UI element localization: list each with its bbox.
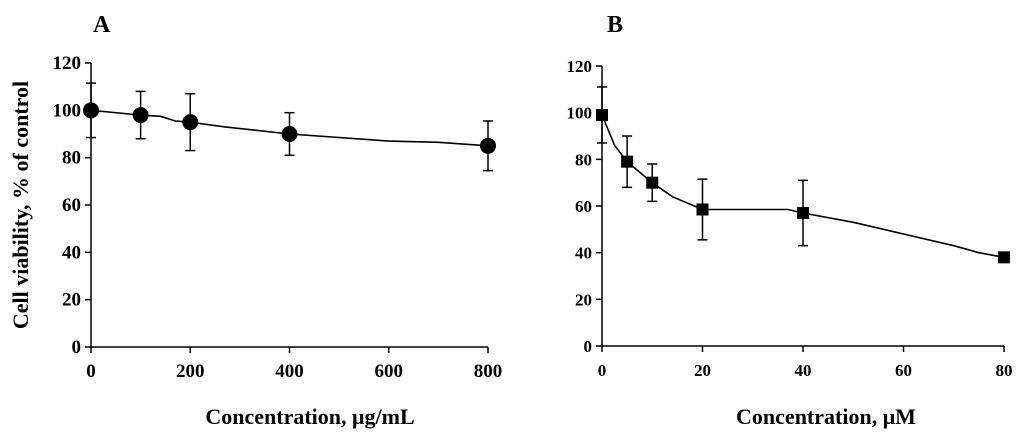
data-marker-square [621, 155, 634, 168]
panel-b-x-axis-label: Concentration, μM [736, 404, 916, 429]
panel-b-x-tick-label: 20 [694, 361, 711, 380]
data-marker-square [696, 203, 709, 216]
panel-a-x-tick-label: 0 [86, 361, 96, 382]
panel-a-chart: 0 20 40 60 80 100 120 0 200 400 600 800 [53, 53, 503, 382]
panel-a-x-tick-label: 600 [375, 361, 404, 382]
y-axis-label: Cell viability, % of control [8, 81, 33, 329]
panel-a-x-tick-label: 400 [275, 361, 304, 382]
panel-a-data-point [83, 82, 99, 139]
panel-b-data-point [596, 86, 608, 144]
panel-a-data-point [480, 120, 496, 172]
panel-a-y-tick-label: 20 [62, 290, 81, 311]
panel-b-data-point [797, 179, 809, 247]
panel-a-x-tick-label: 200 [176, 361, 205, 382]
panel-b-data-point [998, 251, 1010, 264]
panel-b-letter: B [607, 12, 623, 38]
panel-b-data-point [696, 178, 709, 241]
panel-a-data-point [132, 90, 149, 140]
data-marker-circle [83, 102, 99, 119]
panel-b-x-tick-label: 40 [795, 361, 812, 380]
panel-a-y-tick-label: 80 [62, 148, 81, 169]
panel-b-y-tick-label: 40 [575, 244, 592, 263]
panel-a-y-tick-label: 0 [72, 337, 82, 358]
data-marker-circle [132, 107, 149, 124]
data-marker-square [646, 176, 659, 189]
data-marker-square [797, 207, 809, 219]
panel-b-data-point [646, 163, 659, 203]
data-marker-circle [281, 126, 298, 142]
data-marker-square [596, 109, 608, 121]
panel-a-y-tick-label: 100 [53, 100, 82, 121]
panel-b-data-point [621, 135, 634, 189]
panel-a-y-tick-label: 40 [62, 242, 81, 263]
panel-a-x-axis-label: Concentration, μg/mL [205, 404, 414, 429]
panel-a-data-point [281, 111, 298, 157]
panel-b-y-tick-label: 20 [575, 290, 592, 309]
panel-a-y-tick-label: 120 [53, 53, 82, 74]
panel-b-y-tick-label: 80 [575, 150, 592, 169]
panel-b-x-tick-label: 60 [895, 361, 912, 380]
panel-b-x-tick-label: 0 [598, 361, 607, 380]
panel-a-y-tick-label: 60 [62, 195, 81, 216]
data-marker-circle [480, 137, 496, 154]
panel-b-chart: 0 20 40 60 80 100 120 0 20 40 60 80 [567, 57, 1013, 380]
panel-b-y-tick-label: 120 [567, 57, 593, 76]
panel-a-series-line [90, 109, 489, 147]
panel-a-x-tick-label: 800 [474, 361, 503, 382]
data-marker-circle [182, 114, 199, 131]
panel-a-letter: A [93, 12, 111, 38]
panel-b-x-tick-label: 80 [996, 361, 1013, 380]
data-marker-square [998, 251, 1010, 264]
panel-b-y-tick-label: 100 [567, 104, 593, 123]
panel-b-y-tick-label: 0 [584, 337, 593, 356]
panel-b-y-tick-label: 60 [575, 197, 592, 216]
panel-a-data-point [182, 93, 199, 152]
